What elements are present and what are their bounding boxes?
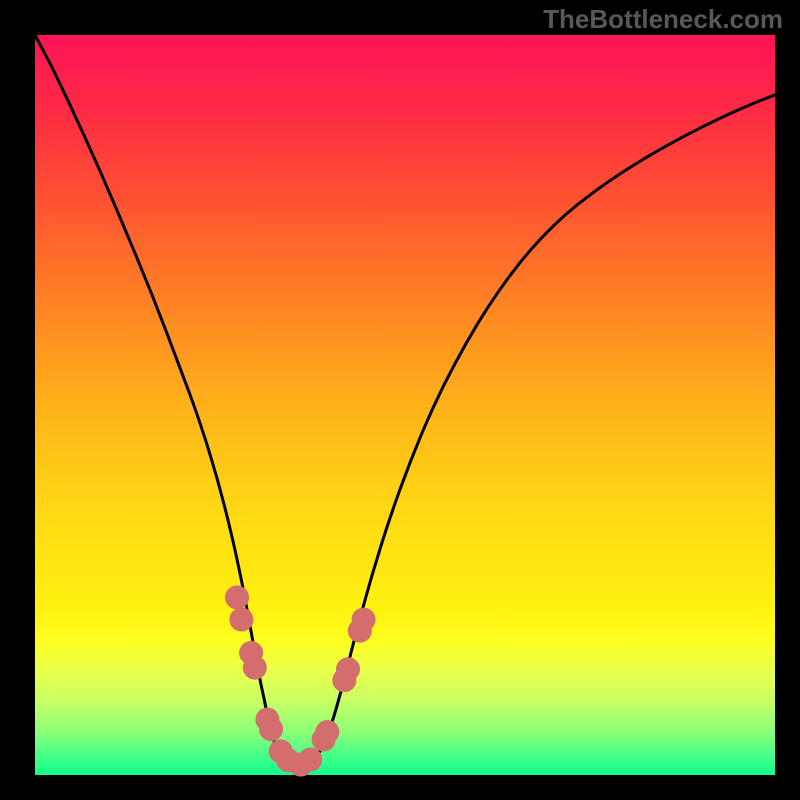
data-dot [315,720,339,744]
data-dots-layer [35,35,775,775]
chart-plot-area [35,35,775,775]
data-dot [336,657,360,681]
data-dot [259,717,283,741]
data-dot [225,585,249,609]
data-dot [352,608,376,632]
data-dot [229,608,253,632]
watermark-text: TheBottleneck.com [543,4,783,35]
data-dot [243,656,267,680]
data-dot [298,747,322,771]
